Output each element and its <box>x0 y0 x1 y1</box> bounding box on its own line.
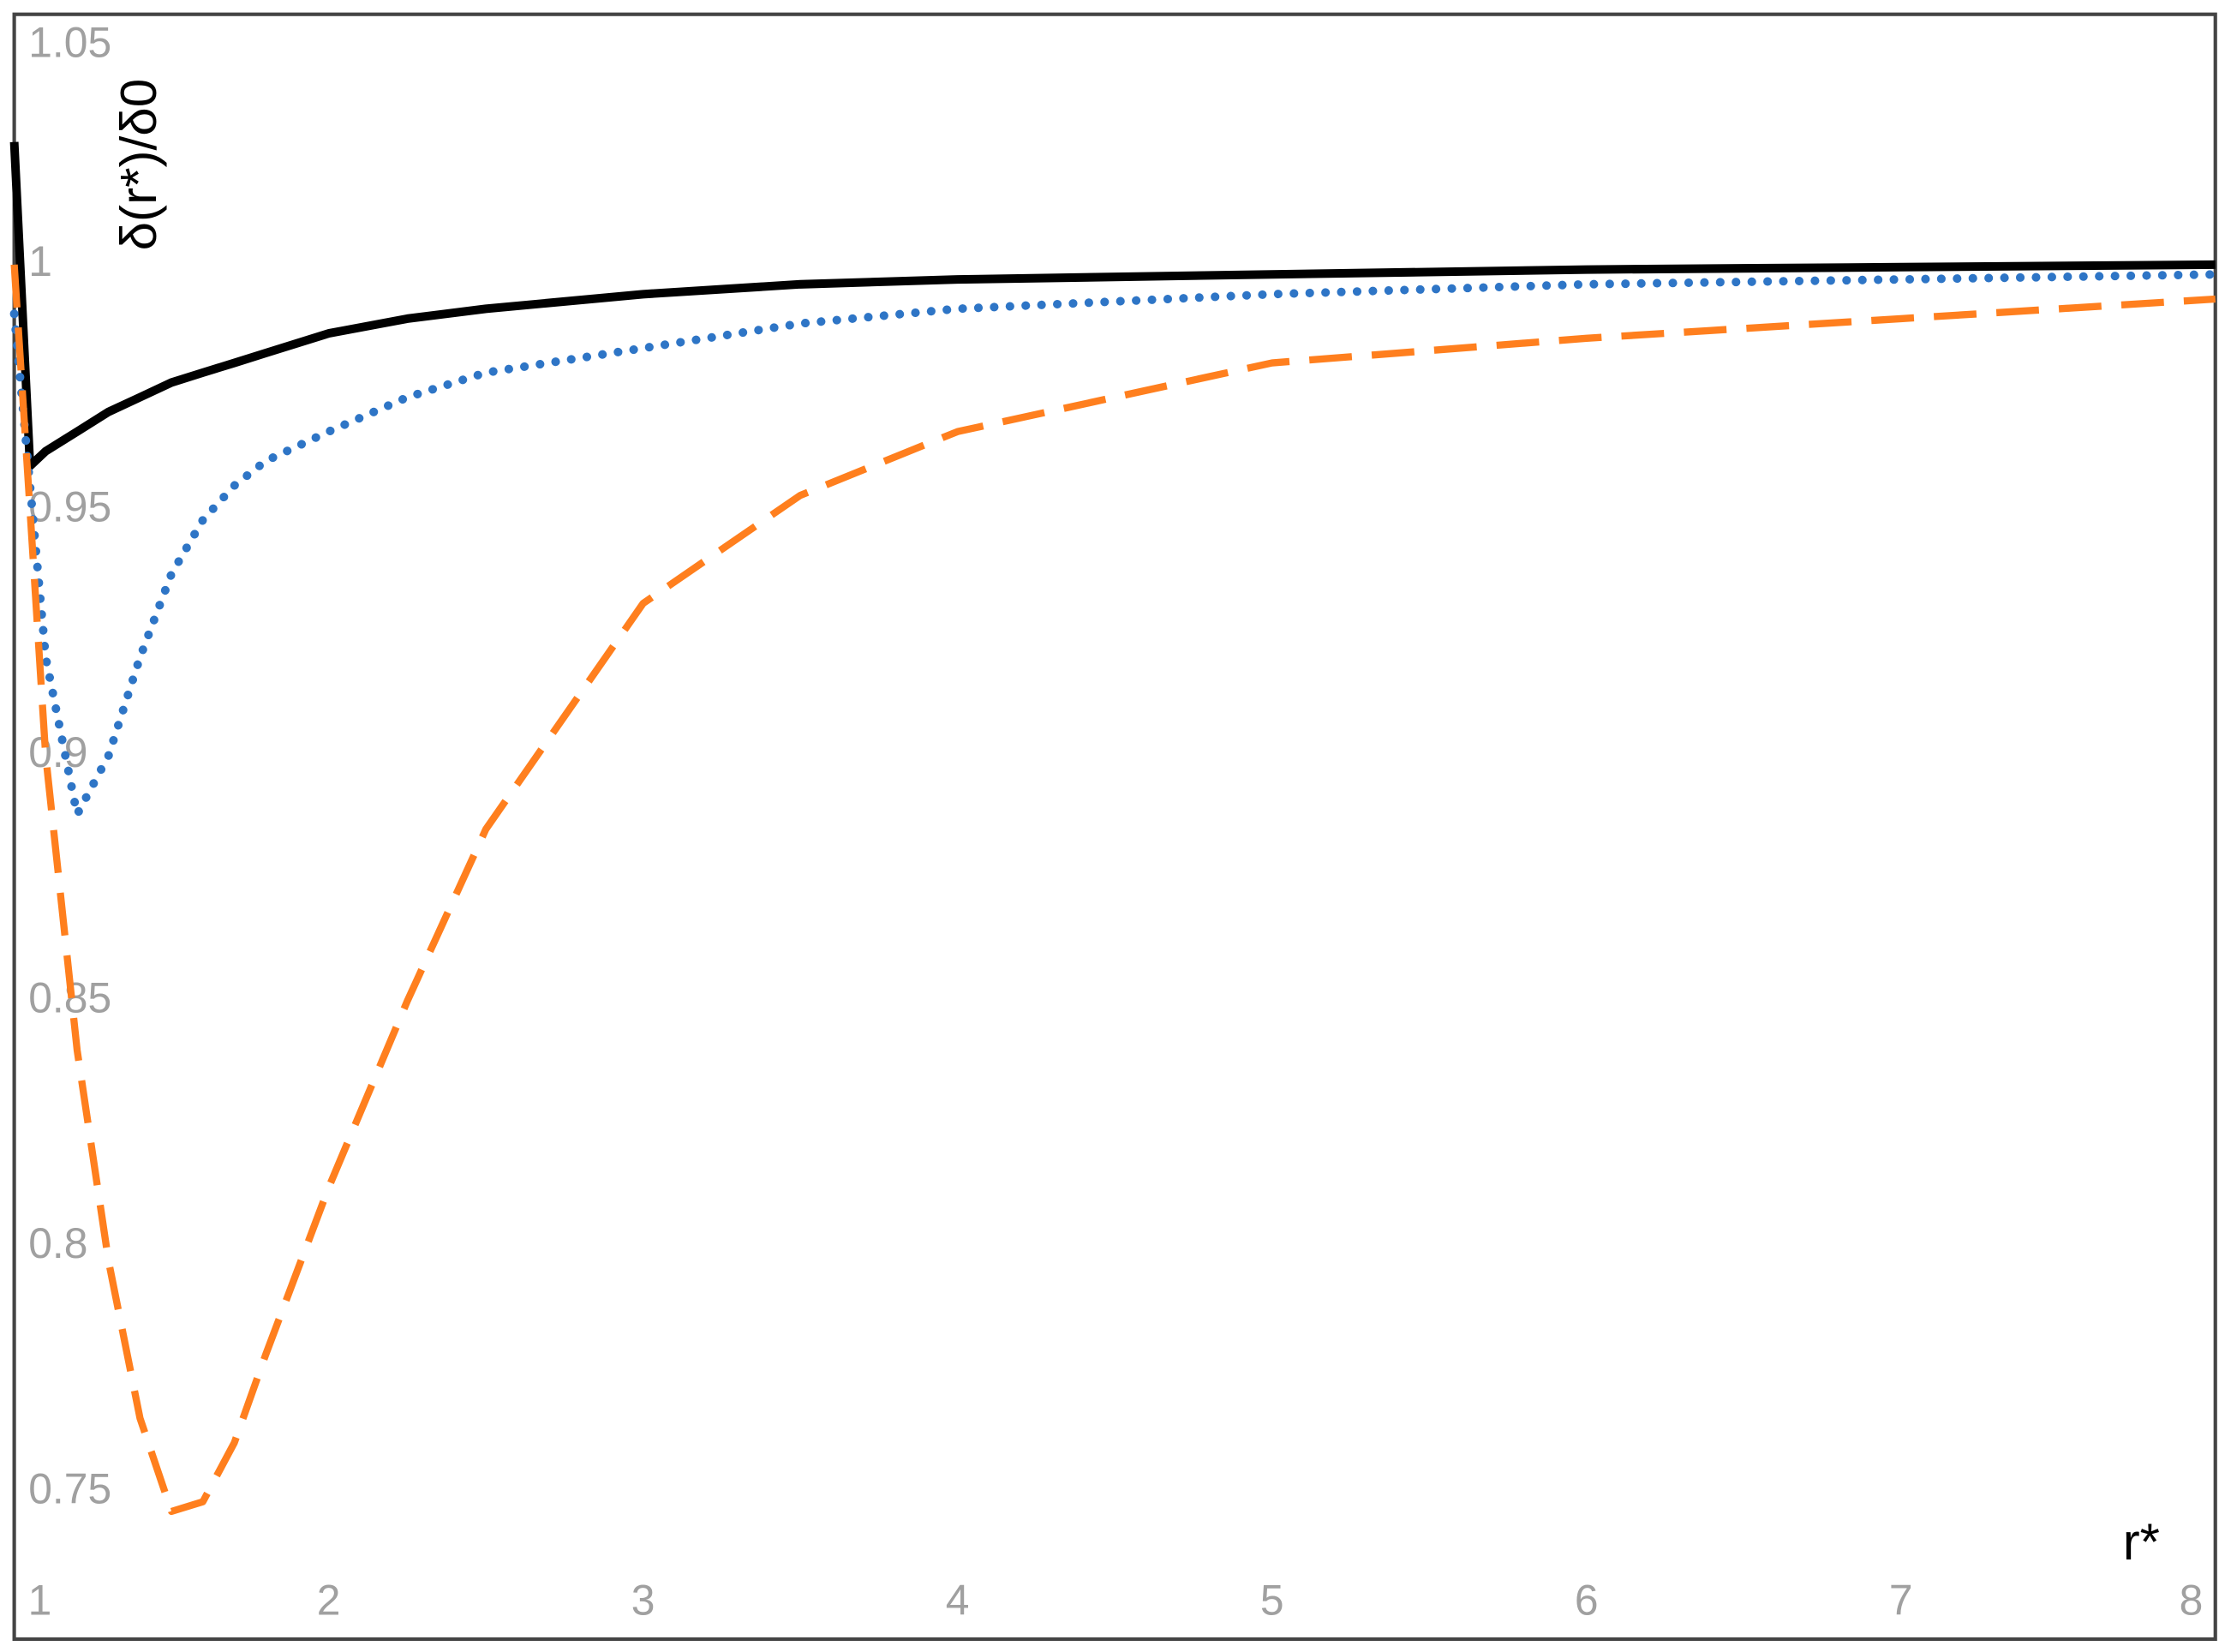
x-tick-label: 3 <box>631 1576 655 1624</box>
x-tick-label: 1 <box>28 1576 52 1624</box>
y-tick-label: 0.95 <box>28 482 111 530</box>
y-tick-label: 0.75 <box>28 1464 111 1512</box>
x-tick-label: 5 <box>1260 1576 1284 1624</box>
y-tick-label: 1 <box>28 237 52 285</box>
y-tick-label: 0.9 <box>28 728 87 776</box>
x-tick-label: 2 <box>317 1576 341 1624</box>
x-tick-label: 8 <box>2180 1576 2204 1624</box>
plot-frame <box>12 12 2217 1642</box>
data-line <box>10 264 2216 1516</box>
x-tick-label: 6 <box>1575 1576 1599 1624</box>
y-axis-title: δ(r*)/δ0 <box>110 79 167 251</box>
y-tick-label: 1.05 <box>28 19 111 67</box>
x-axis-title: r* <box>2123 1513 2160 1571</box>
x-tick-label: 4 <box>946 1576 970 1624</box>
data-line <box>9 141 2216 470</box>
y-tick-label: 0.8 <box>28 1219 87 1267</box>
x-tick-label: 7 <box>1889 1576 1913 1624</box>
